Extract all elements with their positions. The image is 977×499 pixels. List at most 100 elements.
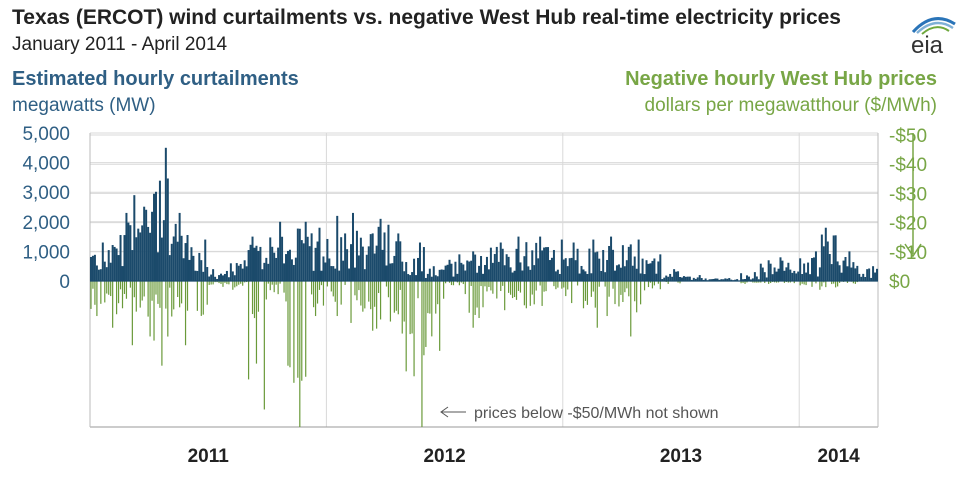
price-bar	[620, 281, 622, 295]
price-bar	[835, 281, 837, 288]
price-bar	[799, 281, 801, 286]
curtailment-bar	[730, 279, 733, 281]
curtailment-bar	[564, 258, 567, 281]
price-bar	[590, 281, 592, 297]
price-bar	[117, 281, 120, 304]
eia-logo: eia	[911, 17, 956, 58]
curtailment-bar	[164, 147, 167, 281]
curtailment-bar	[294, 257, 297, 281]
price-bar	[358, 281, 360, 291]
price-bar	[238, 281, 240, 285]
curtailment-bar	[336, 215, 339, 281]
price-bar	[409, 281, 411, 335]
curtailment-bar	[265, 257, 268, 281]
curtailment-bar	[600, 271, 603, 281]
price-bar	[626, 281, 628, 289]
curtailment-bar	[580, 265, 583, 281]
price-bar	[513, 281, 516, 298]
curtailment-bar	[288, 249, 291, 281]
curtailment-bar	[225, 270, 228, 281]
price-bar	[421, 281, 423, 427]
curtailment-bar	[673, 269, 676, 281]
curtailment-bar	[420, 271, 423, 281]
curtailment-bar	[401, 261, 404, 281]
price-bar	[92, 281, 94, 289]
curtailment-bar	[283, 263, 286, 281]
curtailment-bar	[263, 262, 266, 281]
curtailment-bar	[158, 180, 161, 281]
curtailment-bar	[594, 252, 597, 281]
curtailment-bar	[771, 274, 774, 281]
curtailment-bar	[168, 255, 171, 281]
curtailment-bar	[716, 278, 719, 281]
price-bar	[606, 281, 608, 317]
price-bar	[517, 281, 520, 291]
price-bar	[240, 281, 242, 284]
curtailment-bar	[710, 279, 713, 281]
curtailment-bar	[545, 247, 548, 281]
price-bar	[287, 281, 289, 366]
curtailment-bar	[663, 277, 666, 281]
curtailment-bar	[596, 251, 599, 281]
price-bar	[468, 281, 470, 313]
curtailment-bar	[135, 237, 138, 281]
price-bar	[368, 281, 370, 302]
curtailment-bar	[472, 251, 475, 281]
price-bar	[413, 281, 415, 377]
curtailment-bar	[111, 245, 114, 281]
curtailment-bar	[448, 259, 451, 281]
curtailment-bar	[359, 237, 362, 281]
price-bar	[312, 281, 315, 308]
price-bar	[582, 281, 585, 309]
price-bar	[171, 281, 173, 317]
curtailment-bar	[558, 273, 561, 281]
curtailment-bar	[184, 243, 187, 281]
price-bar	[837, 281, 839, 287]
curtailment-bar	[547, 247, 550, 281]
curtailment-bar	[850, 267, 853, 281]
curtailment-bar	[797, 271, 800, 281]
curtailment-bar	[468, 261, 471, 281]
price-bar	[224, 281, 226, 283]
price-bar	[311, 281, 313, 295]
curtailment-bar	[458, 254, 461, 281]
curtailment-bar	[346, 249, 349, 281]
curtailment-bar	[619, 267, 622, 281]
curtailment-bar	[239, 263, 242, 281]
price-bar	[112, 281, 114, 328]
price-bar	[90, 281, 92, 309]
curtailment-bar	[507, 256, 510, 281]
curtailment-bar	[131, 250, 134, 281]
price-bar	[657, 281, 659, 284]
curtailment-bar	[499, 242, 502, 281]
curtailment-bar	[279, 221, 282, 281]
price-bar	[472, 281, 474, 328]
price-bar	[571, 281, 573, 304]
price-bar	[431, 281, 433, 337]
curtailment-bar	[196, 270, 199, 281]
curtailment-bar	[247, 250, 250, 281]
curtailment-bar	[487, 269, 490, 281]
curtailment-bar	[340, 237, 343, 281]
curtailment-bar	[407, 274, 410, 281]
chart-subtitle: January 2011 - April 2014	[12, 34, 228, 55]
curtailment-bar	[765, 277, 768, 281]
curtailment-bar	[296, 228, 299, 281]
curtailment-bar	[617, 264, 620, 281]
curtailment-bar	[682, 276, 685, 281]
curtailment-bar	[121, 266, 124, 281]
curtailment-bar	[552, 249, 555, 281]
price-bar	[553, 281, 555, 287]
curtailment-bar	[539, 236, 542, 281]
price-bar	[464, 281, 466, 295]
price-bar	[612, 281, 614, 289]
curtailment-bar	[237, 265, 240, 281]
curtailment-bar	[820, 234, 823, 281]
price-bar	[614, 281, 616, 305]
curtailment-bar	[415, 275, 418, 281]
price-bar	[444, 281, 447, 284]
price-bar	[452, 281, 455, 286]
curtailment-bar	[742, 279, 745, 281]
curtailment-bar	[828, 254, 831, 281]
right-axis-unit: dollars per megawatthour ($/MWh)	[644, 95, 938, 116]
